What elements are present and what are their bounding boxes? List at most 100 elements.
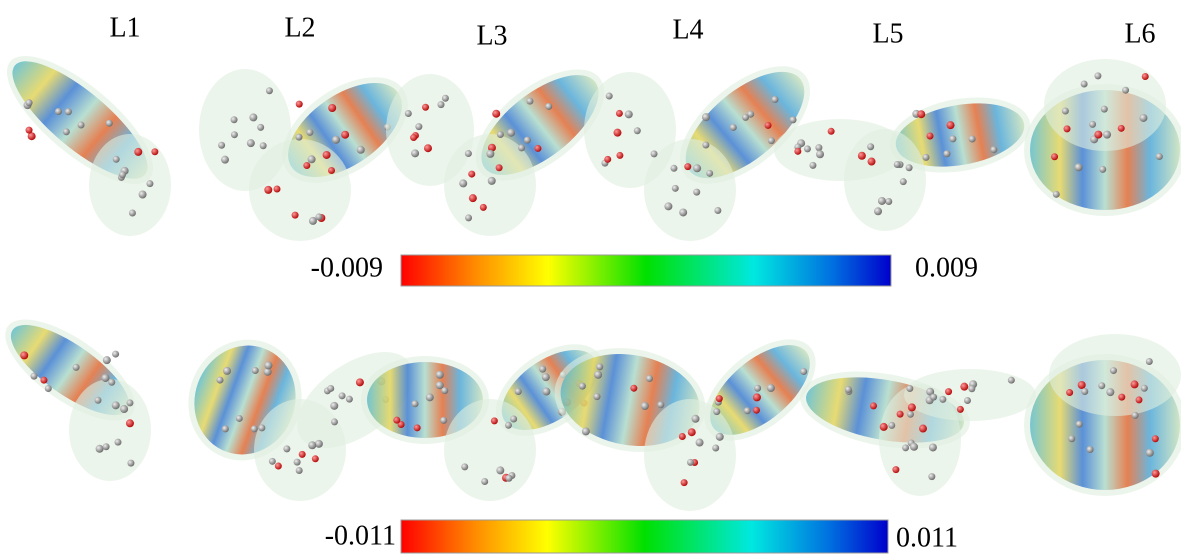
atom: [927, 132, 934, 139]
atom: [900, 178, 907, 185]
atom: [594, 371, 602, 379]
atom: [461, 463, 468, 470]
atom: [706, 170, 713, 177]
atom: [816, 150, 824, 158]
atom: [103, 356, 111, 364]
surface: [444, 399, 536, 501]
atom: [1087, 446, 1094, 453]
atom: [1076, 421, 1083, 428]
atom: [1152, 435, 1159, 442]
atom: [1053, 191, 1060, 198]
atom: [101, 374, 109, 382]
atom: [264, 361, 272, 369]
colorbar-min-label: -0.009: [311, 252, 383, 283]
atom: [923, 154, 930, 161]
atom: [247, 139, 255, 147]
atom: [480, 204, 487, 211]
atom: [604, 156, 611, 163]
atom: [481, 478, 488, 485]
atom: [894, 161, 901, 168]
surface: [644, 139, 736, 241]
atom: [902, 444, 909, 451]
atom: [410, 134, 417, 141]
atom: [126, 419, 134, 427]
atom: [496, 164, 503, 171]
atom: [1078, 381, 1086, 389]
molecule: [794, 360, 1036, 496]
molecule: [1024, 59, 1181, 216]
atom: [919, 425, 927, 433]
atom: [346, 396, 353, 403]
atom: [939, 396, 946, 403]
surface: [879, 384, 961, 496]
atom: [702, 113, 710, 121]
atom: [308, 155, 316, 163]
atom: [1156, 153, 1163, 160]
atom: [907, 411, 914, 418]
atom: [106, 120, 113, 127]
atom: [26, 99, 33, 106]
atom: [436, 371, 444, 379]
atom: [296, 467, 303, 474]
atom: [424, 144, 432, 152]
atom: [515, 388, 522, 395]
atom: [892, 466, 899, 473]
atom: [465, 150, 472, 157]
atom: [275, 463, 282, 470]
atom: [815, 144, 822, 151]
atom: [422, 104, 429, 111]
colorbar: [401, 520, 888, 553]
atom: [545, 103, 552, 110]
atom: [1103, 131, 1111, 139]
atom: [315, 440, 323, 448]
atom: [411, 149, 419, 157]
atom: [542, 373, 550, 381]
atom: [45, 385, 52, 392]
atom: [315, 213, 322, 220]
atom: [753, 407, 760, 414]
atom: [768, 137, 775, 144]
atom: [492, 110, 500, 118]
atom: [292, 212, 299, 219]
atom: [223, 367, 231, 375]
atom: [579, 383, 586, 390]
atom: [897, 411, 904, 418]
atom: [651, 150, 658, 157]
atom: [712, 445, 719, 452]
atom: [969, 135, 976, 142]
atom: [596, 363, 603, 370]
atom: [65, 108, 72, 115]
atom: [1062, 108, 1069, 115]
atom: [730, 124, 737, 131]
atom: [40, 377, 47, 384]
atom: [426, 393, 434, 401]
atom: [664, 202, 672, 210]
atom: [681, 479, 688, 486]
atom: [1110, 367, 1117, 374]
atom: [888, 422, 895, 429]
atom: [236, 415, 243, 422]
atom: [331, 418, 338, 425]
atom: [412, 400, 419, 407]
atom: [868, 158, 876, 166]
atom: [910, 443, 918, 451]
atom: [94, 397, 101, 404]
atom: [657, 401, 664, 408]
atom: [496, 466, 504, 474]
atom: [679, 433, 686, 440]
atom: [330, 402, 338, 410]
atom: [634, 127, 641, 134]
atom: [96, 445, 104, 453]
atom: [1098, 382, 1105, 389]
atom: [630, 385, 637, 392]
atom: [1118, 125, 1125, 132]
atom: [1152, 470, 1160, 478]
atom: [1131, 380, 1139, 388]
atom: [1081, 81, 1088, 88]
atom: [306, 129, 313, 136]
atom: [112, 401, 120, 409]
atom: [459, 179, 467, 187]
atom: [957, 406, 964, 413]
atom: [505, 475, 512, 482]
atom: [356, 378, 364, 386]
